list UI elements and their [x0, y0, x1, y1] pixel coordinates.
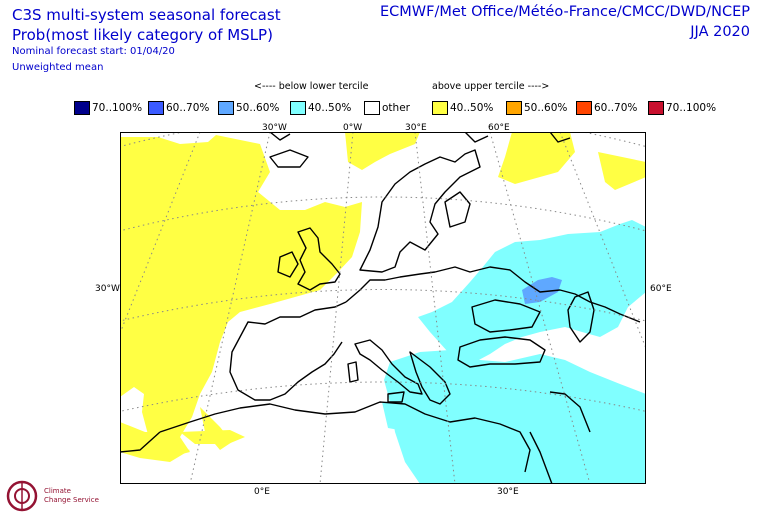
- below-50-60-region-caspian: [522, 277, 562, 304]
- logo-text-1: Climate: [44, 487, 71, 495]
- legend-item: other: [364, 100, 410, 116]
- legend-item: 70..100%: [648, 100, 716, 116]
- tick-right-60e: 60°E: [650, 284, 672, 294]
- legend-label: 70..100%: [666, 102, 717, 114]
- legend-swatch: [576, 101, 592, 115]
- legend-label: 50..60%: [524, 102, 568, 114]
- graticule: [120, 132, 646, 484]
- legend-item: 50..60%: [506, 100, 567, 116]
- legend-label: 40..50%: [450, 102, 494, 114]
- above-40-50-region-africa: [120, 422, 190, 462]
- above-40-50-region-ne: [598, 152, 646, 190]
- above-40-50-region-north: [345, 132, 420, 170]
- below-40-50-region-libya: [382, 400, 420, 432]
- centres-label: ECMWF/Met Office/Météo-France/CMCC/DWD/N…: [379, 4, 750, 20]
- title-line-1: C3S multi-system seasonal forecast: [12, 6, 281, 24]
- above-40-50-region-barents: [498, 132, 575, 184]
- legend-label: 70..100%: [92, 102, 143, 114]
- tick-bottom-30e: 30°E: [497, 487, 519, 497]
- climate-change-service-logo: Climate Change Service: [4, 476, 114, 520]
- tick-top-0w: 0°W: [343, 123, 363, 133]
- tick-left-30w: 30°W: [95, 284, 120, 294]
- tick-bottom-0e: 0°E: [254, 487, 270, 497]
- above-40-50-region-maghreb: [180, 430, 245, 444]
- tick-top-30w: 30°W: [262, 123, 287, 133]
- coastlines: [120, 132, 641, 484]
- legend-swatch: [148, 101, 164, 115]
- legend-item: 50..60%: [218, 100, 279, 116]
- legend-label: 60..70%: [594, 102, 638, 114]
- title-line-2: Prob(most likely category of MSLP): [12, 26, 273, 44]
- forecast-map: [120, 132, 646, 484]
- nominal-start: Nominal forecast start: 01/04/20: [12, 46, 175, 57]
- logo-text-2: Change Service: [44, 496, 99, 504]
- legend-item: 60..70%: [576, 100, 637, 116]
- logo-icon: Climate Change Service: [6, 480, 99, 512]
- legend-swatch: [74, 101, 90, 115]
- legend-label: 50..60%: [236, 102, 280, 114]
- tick-top-60e: 60°E: [488, 123, 510, 133]
- above-tercile-label: above upper tercile ---->: [432, 81, 550, 92]
- legend-label: 60..70%: [166, 102, 210, 114]
- above-40-50-region-atlantic: [120, 135, 362, 457]
- mean-type: Unweighted mean: [12, 62, 104, 73]
- legend-item: 60..70%: [148, 100, 209, 116]
- legend-swatch: [506, 101, 522, 115]
- legend-swatch: [290, 101, 306, 115]
- legend-swatch: [432, 101, 448, 115]
- below-tercile-label: <---- below lower tercile: [254, 81, 369, 92]
- legend-swatch: [218, 101, 234, 115]
- legend-item: 70..100%: [74, 100, 142, 116]
- legend-label: 40..50%: [308, 102, 352, 114]
- legend-item: 40..50%: [432, 100, 493, 116]
- tick-top-30e: 30°E: [405, 123, 427, 133]
- map-frame: [120, 132, 646, 484]
- legend-swatch: [364, 101, 380, 115]
- season-label: JJA 2020: [690, 24, 750, 40]
- legend-item: 40..50%: [290, 100, 351, 116]
- legend-swatch: [648, 101, 664, 115]
- legend-label: other: [382, 102, 410, 114]
